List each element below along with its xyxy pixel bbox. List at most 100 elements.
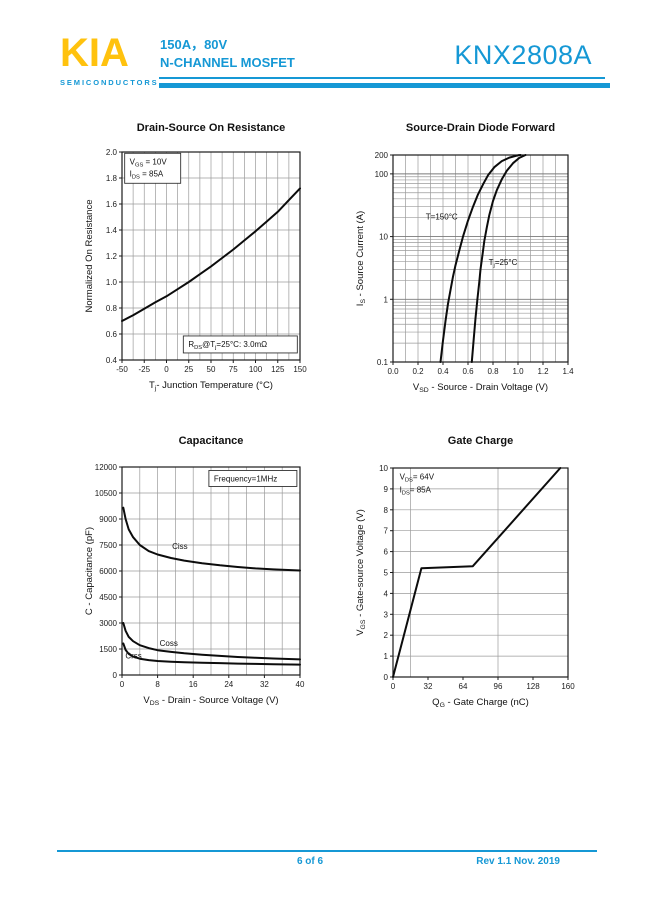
chart-canvas-diode-forward: 0.0 0.2 0.4 0.6 0.8 1.0 1.2 1.4 0.1 1 10 100 200 T=15… [355, 151, 574, 394]
svg-text:32: 32 [424, 682, 433, 691]
chart-title-diode-forward: Source-Drain Diode Forward [405, 122, 556, 134]
svg-text:12000: 12000 [95, 463, 118, 472]
svg-text:4: 4 [384, 589, 389, 598]
svg-text:25: 25 [184, 365, 193, 374]
svg-text:6: 6 [384, 548, 389, 557]
revision: Rev 1.1 Nov. 2019 [476, 856, 560, 867]
svg-text:1: 1 [384, 295, 389, 304]
header-rule-thin [159, 77, 605, 79]
svg-text:0.8: 0.8 [106, 304, 118, 313]
svg-text:128: 128 [526, 682, 540, 691]
svg-text:160: 160 [561, 682, 575, 691]
svg-text:125: 125 [271, 365, 285, 374]
svg-text:-50: -50 [116, 365, 128, 374]
svg-text:9: 9 [384, 485, 389, 494]
svg-text:VGS = 10V: VGS = 10V [130, 157, 168, 168]
chart-canvas-gate-charge: 0 32 64 96 128 160 0 1 2 3 4 5 6 7 8 9 10 VDS= 64V IDS= 85… [355, 464, 575, 709]
figure-capacitance: Capacitance 0 8 16 24 32 40 0 1500 3000 4500 6000 7… [60, 433, 360, 745]
figure-gate-charge: Gate Charge 0 32 64 96 128 160 0 1 2 3 4 5 6 7 8 9 10 VDS… [350, 433, 649, 745]
svg-text:-25: -25 [138, 365, 150, 374]
footer-rule [57, 850, 597, 852]
svg-text:0: 0 [120, 680, 125, 689]
svg-text:2.0: 2.0 [106, 148, 118, 157]
svg-text:24: 24 [224, 680, 233, 689]
svg-text:0.6: 0.6 [462, 367, 474, 376]
svg-text:150: 150 [293, 365, 307, 374]
svg-text:10: 10 [379, 233, 388, 242]
logo-subtext: SEMICONDUCTORS [60, 78, 159, 87]
svg-text:0.2: 0.2 [412, 367, 424, 376]
logo-text: KIA [60, 31, 129, 75]
page-number: 6 of 6 [296, 856, 324, 867]
svg-text:10500: 10500 [95, 489, 118, 498]
svg-text:0: 0 [384, 673, 389, 682]
svg-text:1: 1 [384, 652, 389, 661]
svg-text:RDS@Tj=25°C: 3.0mΩ: RDS@Tj=25°C: 3.0mΩ [188, 340, 267, 351]
svg-text:96: 96 [494, 682, 503, 691]
kia-logo: KIA SEMICONDUCTORS [60, 30, 159, 87]
svg-text:0.0: 0.0 [387, 367, 399, 376]
svg-text:10: 10 [379, 464, 388, 473]
header-rule-thick [159, 83, 610, 88]
svg-text:Ciss: Ciss [172, 542, 188, 551]
svg-text:C - Capacitance (pF): C - Capacitance (pF) [84, 527, 95, 615]
svg-text:5: 5 [384, 569, 389, 578]
svg-text:1.2: 1.2 [537, 367, 549, 376]
svg-text:75: 75 [229, 365, 238, 374]
svg-text:0: 0 [164, 365, 169, 374]
device-summary: 150A，80V N-CHANNEL MOSFET [160, 36, 295, 72]
svg-text:32: 32 [260, 680, 269, 689]
svg-text:1.0: 1.0 [512, 367, 524, 376]
svg-text:IDS = 85A: IDS = 85A [130, 169, 164, 180]
svg-text:200: 200 [375, 151, 389, 160]
svg-text:Normalized On Resistance: Normalized On Resistance [84, 200, 95, 313]
svg-text:0.6: 0.6 [106, 330, 118, 339]
svg-text:VSD - Source - Drain Voltage (: VSD - Source - Drain Voltage (V) [413, 382, 548, 394]
svg-text:Tj=25°C: Tj=25°C [489, 258, 518, 269]
svg-text:VGS - Gate-source Voltage (V): VGS - Gate-source Voltage (V) [355, 509, 367, 636]
svg-text:50: 50 [207, 365, 216, 374]
chart-canvas-on-resistance: -50 -25 0 25 50 75 100 125 150 0.4 0.6 0.8 1.0 1.2 1.4… [84, 148, 307, 392]
svg-text:3: 3 [384, 610, 389, 619]
svg-text:0.4: 0.4 [437, 367, 449, 376]
svg-text:40: 40 [296, 680, 305, 689]
svg-text:100: 100 [375, 170, 389, 179]
svg-text:1.6: 1.6 [106, 200, 118, 209]
svg-text:8: 8 [384, 506, 389, 515]
svg-text:4500: 4500 [99, 593, 117, 602]
svg-text:IDS= 85A: IDS= 85A [400, 485, 432, 496]
svg-text:0.4: 0.4 [106, 356, 118, 365]
svg-text:0: 0 [113, 671, 118, 680]
svg-text:Coss: Coss [160, 639, 178, 648]
svg-text:1.2: 1.2 [106, 252, 118, 261]
svg-text:3000: 3000 [99, 619, 117, 628]
figure-source-drain-diode-forward: Source-Drain Diode Forward 0.0 0.2 0.4 0.6 0… [350, 120, 649, 432]
svg-text:Crss: Crss [125, 652, 141, 661]
svg-text:64: 64 [459, 682, 468, 691]
svg-text:100: 100 [249, 365, 263, 374]
chart-title-on-resistance: Drain-Source On Resistance [136, 122, 286, 134]
svg-text:QG - Gate Charge (nC): QG - Gate Charge (nC) [432, 697, 529, 709]
svg-text:9000: 9000 [99, 515, 117, 524]
svg-text:VDS= 64V: VDS= 64V [400, 472, 435, 483]
svg-text:6000: 6000 [99, 567, 117, 576]
svg-text:T=150°C: T=150°C [426, 212, 458, 221]
svg-text:0.1: 0.1 [377, 358, 389, 367]
svg-text:16: 16 [189, 680, 198, 689]
svg-text:Frequency=1MHz: Frequency=1MHz [214, 474, 277, 483]
svg-text:8: 8 [155, 680, 160, 689]
svg-text:Tj- Junction Temperature (°C): Tj- Junction Temperature (°C) [149, 380, 273, 392]
svg-text:IS - Source Current (A): IS - Source Current (A) [355, 211, 367, 306]
svg-text:1.4: 1.4 [562, 367, 574, 376]
svg-text:1.4: 1.4 [106, 226, 118, 235]
svg-text:7500: 7500 [99, 541, 117, 550]
chart-title-capacitance: Capacitance [178, 435, 244, 447]
part-number: KNX2808A [454, 40, 592, 70]
device-type: N-CHANNEL MOSFET [160, 55, 295, 70]
svg-text:1.0: 1.0 [106, 278, 118, 287]
device-rating: 150A，80V [160, 37, 228, 52]
svg-text:1.8: 1.8 [106, 174, 118, 183]
svg-text:0.8: 0.8 [487, 367, 499, 376]
svg-text:1500: 1500 [99, 645, 117, 654]
